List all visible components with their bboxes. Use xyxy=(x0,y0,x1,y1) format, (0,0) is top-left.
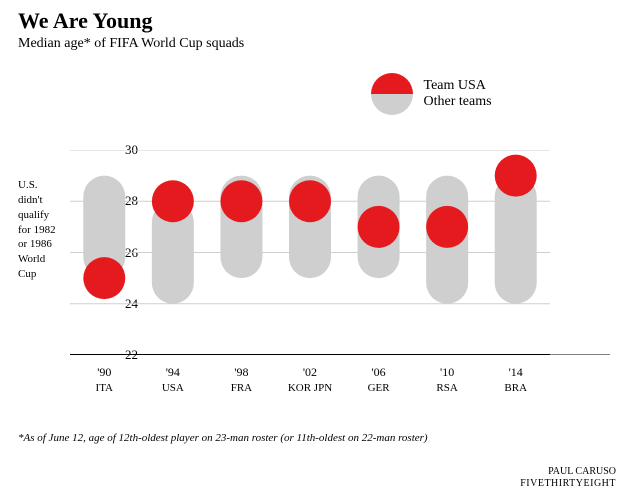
legend: Team USA Other teams xyxy=(370,72,492,116)
source-author: PAUL CARUSO xyxy=(520,466,616,478)
chart-area xyxy=(70,150,550,355)
legend-usa-label: Team USA xyxy=(424,78,486,93)
x-tick-host: USA xyxy=(162,382,184,394)
title: We Are Young xyxy=(18,8,152,34)
dot-plot xyxy=(70,150,610,355)
x-axis-line xyxy=(70,354,550,355)
legend-marker xyxy=(370,72,414,116)
x-tick-host: GER xyxy=(368,382,390,394)
x-tick-year: '90 xyxy=(97,365,111,380)
x-tick-year: '98 xyxy=(234,365,248,380)
subtitle: Median age* of FIFA World Cup squads xyxy=(18,36,244,52)
x-tick-year: '94 xyxy=(166,365,180,380)
x-tick-host: BRA xyxy=(504,382,527,394)
footnote: *As of June 12, age of 12th-oldest playe… xyxy=(18,431,538,446)
x-tick-host: ITA xyxy=(96,382,113,394)
source-outlet: FIVETHIRTYEIGHT xyxy=(520,478,616,490)
x-tick-year: '06 xyxy=(371,365,385,380)
x-tick-year: '10 xyxy=(440,365,454,380)
figure: { "title": "We Are Young", "subtitle": "… xyxy=(0,0,630,502)
x-tick-host: FRA xyxy=(231,382,252,394)
gap-note: U.S. didn't qualify for 1982 or 1986 Wor… xyxy=(18,178,64,282)
x-tick-host: RSA xyxy=(436,382,457,394)
x-tick-year: '14 xyxy=(509,365,523,380)
legend-other-label: Other teams xyxy=(424,94,492,109)
source: PAUL CARUSO FIVETHIRTYEIGHT xyxy=(520,466,616,490)
x-tick-year: '02 xyxy=(303,365,317,380)
x-tick-host: KOR JPN xyxy=(288,382,332,394)
